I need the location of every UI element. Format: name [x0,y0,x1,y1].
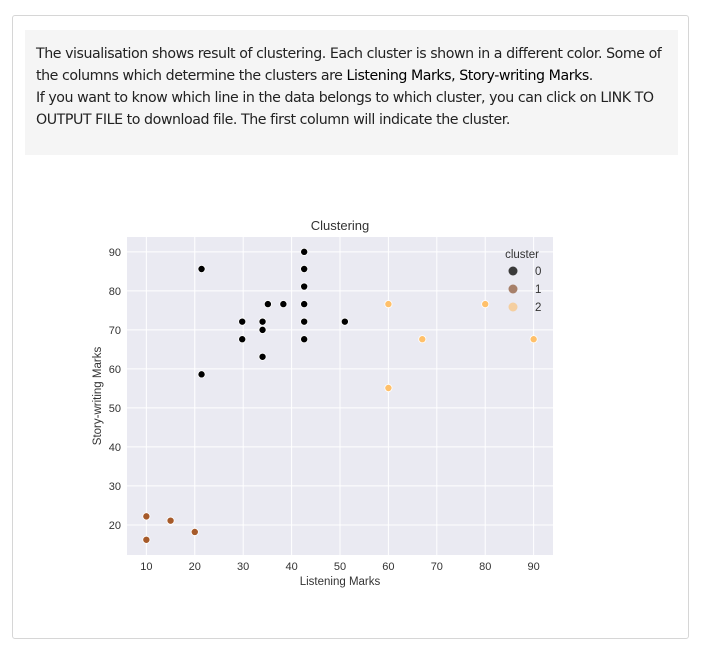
point-cluster-0 [258,317,267,326]
point-cluster-0 [300,264,309,273]
x-tick-label: 20 [189,561,201,573]
legend-marker-0 [508,266,518,276]
point-cluster-0 [300,282,309,291]
point-cluster-2 [384,300,393,309]
point-cluster-0 [258,352,267,361]
y-tick-label: 30 [109,481,121,493]
y-tick-label: 90 [109,247,121,259]
legend-label-0: 0 [535,266,541,278]
x-tick-label: 90 [528,561,540,573]
point-cluster-0 [300,335,309,344]
point-cluster-0 [238,335,247,344]
x-axis-label: Listening Marks [300,576,381,588]
x-tick-label: 10 [140,561,152,573]
x-tick-label: 40 [285,561,297,573]
data-points [142,247,538,544]
point-cluster-2 [418,335,427,344]
legend: cluster 0 1 2 [505,249,541,314]
x-tick-label: 50 [334,561,346,573]
y-tick-label: 80 [109,286,121,298]
point-cluster-2 [529,335,538,344]
x-tick-label: 80 [479,561,491,573]
point-cluster-0 [300,300,309,309]
chart-title: Clustering [311,218,370,233]
point-cluster-2 [481,300,490,309]
point-cluster-0 [238,317,247,326]
gridlines [127,237,553,555]
y-tick-label: 40 [109,442,121,454]
y-tick-label: 50 [109,403,121,415]
x-tick-label: 70 [431,561,443,573]
point-cluster-0 [197,370,206,379]
point-cluster-0 [300,247,309,256]
y-axis-label: Story-writing Marks [92,347,104,446]
y-tick-label: 70 [109,325,121,337]
point-cluster-1 [142,512,151,521]
point-cluster-0 [340,317,349,326]
legend-label-2: 2 [535,302,541,314]
point-cluster-0 [258,325,267,334]
legend-title: cluster [505,249,539,261]
point-cluster-0 [279,300,288,309]
point-cluster-0 [300,317,309,326]
description-text: The visualisation shows result of cluste… [36,46,662,128]
y-tick-label: 60 [109,364,121,376]
point-cluster-2 [384,384,393,393]
point-cluster-1 [166,516,175,525]
point-cluster-0 [263,300,272,309]
y-tick-label: 20 [109,520,121,532]
point-cluster-1 [190,527,199,536]
legend-label-1: 1 [535,284,541,296]
columns-list: Listening Marks, Story-writing Marks [346,68,590,84]
point-cluster-1 [142,535,151,544]
legend-marker-1 [508,284,518,294]
x-tick-label: 30 [237,561,249,573]
legend-marker-2 [508,302,518,312]
x-tick-label: 60 [382,561,394,573]
description-box: The visualisation shows result of cluste… [25,30,678,155]
point-cluster-0 [197,264,206,273]
